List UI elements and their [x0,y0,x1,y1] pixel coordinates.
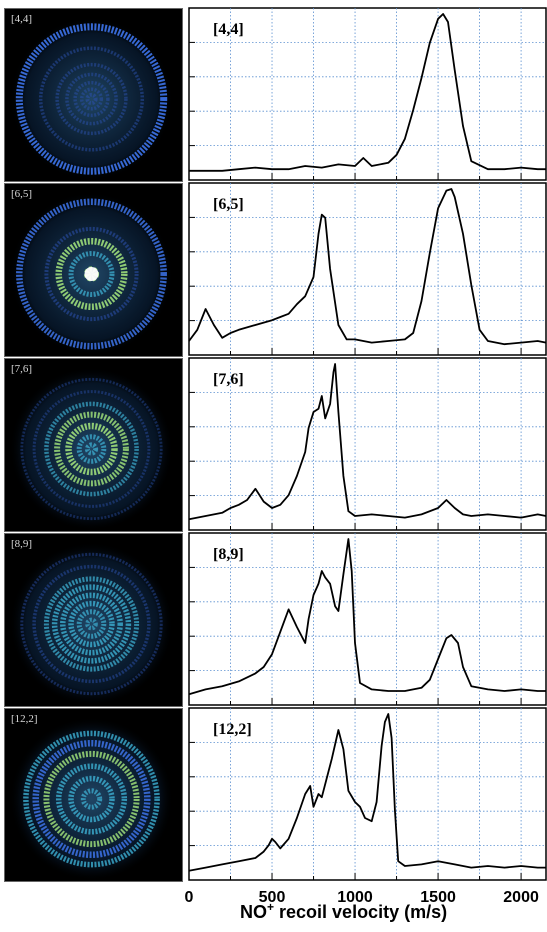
map-ring [79,87,104,111]
series-line [189,13,546,172]
map-ring [43,750,140,848]
plot-panel: [6,5] [188,182,547,356]
map-ring [20,377,163,521]
series-line [188,713,546,872]
map-glow [9,17,174,181]
series-line [188,188,547,346]
image-label: [12,2] [11,713,38,725]
map-glow [9,367,174,531]
map-ring [32,564,151,684]
map-ring [65,72,118,126]
map-ring [68,775,115,823]
map-ring [68,251,115,297]
panel-label: [6,5] [213,196,244,213]
plot-frame [188,707,547,881]
x-tick-label: 1500 [420,889,456,906]
velocity-map-rings [9,542,174,706]
image-label: [4,4] [11,13,33,25]
map-ring [38,46,145,152]
map-ring [16,198,167,350]
map-ring [23,730,160,868]
map-ring [44,401,139,497]
series-line [188,363,547,521]
x-tick-label: 2000 [503,889,539,906]
x-axis-title: NO+ recoil velocity (m/s) [240,900,540,923]
panel-label: [7,6] [213,371,244,388]
series-line [188,538,546,696]
plot-panel: [7,6] [188,357,547,531]
panel-label: [8,9] [213,546,244,563]
map-ring [54,411,129,487]
plot-frame [188,357,547,531]
map-ring [80,788,103,810]
plot-panel: [8,9] [188,532,547,706]
velocity-map-image: [12,2] [4,708,183,882]
map-ring [85,617,98,631]
velocity-map-rings [9,192,174,356]
map-ring [15,23,168,175]
map-ring [73,80,110,118]
map-ring [76,609,107,639]
x-axis-title-sup: + [267,900,275,914]
map-ring [84,442,99,456]
x-axis-title-main: NO [240,902,267,922]
map-ring [55,763,128,835]
plot-panel: [12,2] [188,707,547,881]
map-center-spot [84,267,99,281]
image-label: [6,5] [11,188,33,200]
plot-panel: [4,4] [188,7,547,181]
image-label: [8,9] [11,538,33,550]
map-ring [76,434,107,464]
map-ring [55,62,128,136]
plot-frame [188,7,547,181]
x-tick-label: 0 [185,889,194,906]
map-ring [68,600,115,648]
velocity-map-rings [9,717,174,881]
map-ring [43,576,140,672]
map-ring [55,237,128,311]
map-ring [65,422,118,476]
map-ring [51,584,132,664]
map-ring [60,592,123,656]
map-ring [32,390,151,508]
map-ring [85,92,98,106]
map-ring [20,552,163,696]
panel-label: [4,4] [213,21,244,38]
x-axis-title-rest: recoil velocity (m/s) [274,902,448,922]
image-label: [7,6] [11,363,33,375]
velocity-map-rings [9,17,174,181]
velocity-map-image: [4,4] [4,8,183,182]
x-tick-label: 500 [259,889,286,906]
velocity-map-rings [9,367,174,531]
map-ring [32,739,151,859]
velocity-map-image: [7,6] [4,358,183,532]
x-tick-label: 1000 [337,889,373,906]
velocity-map-image: [8,9] [4,533,183,707]
panel-label: [12,2] [213,721,252,738]
velocity-map-image: [6,5] [4,183,183,357]
map-ring [44,226,139,322]
